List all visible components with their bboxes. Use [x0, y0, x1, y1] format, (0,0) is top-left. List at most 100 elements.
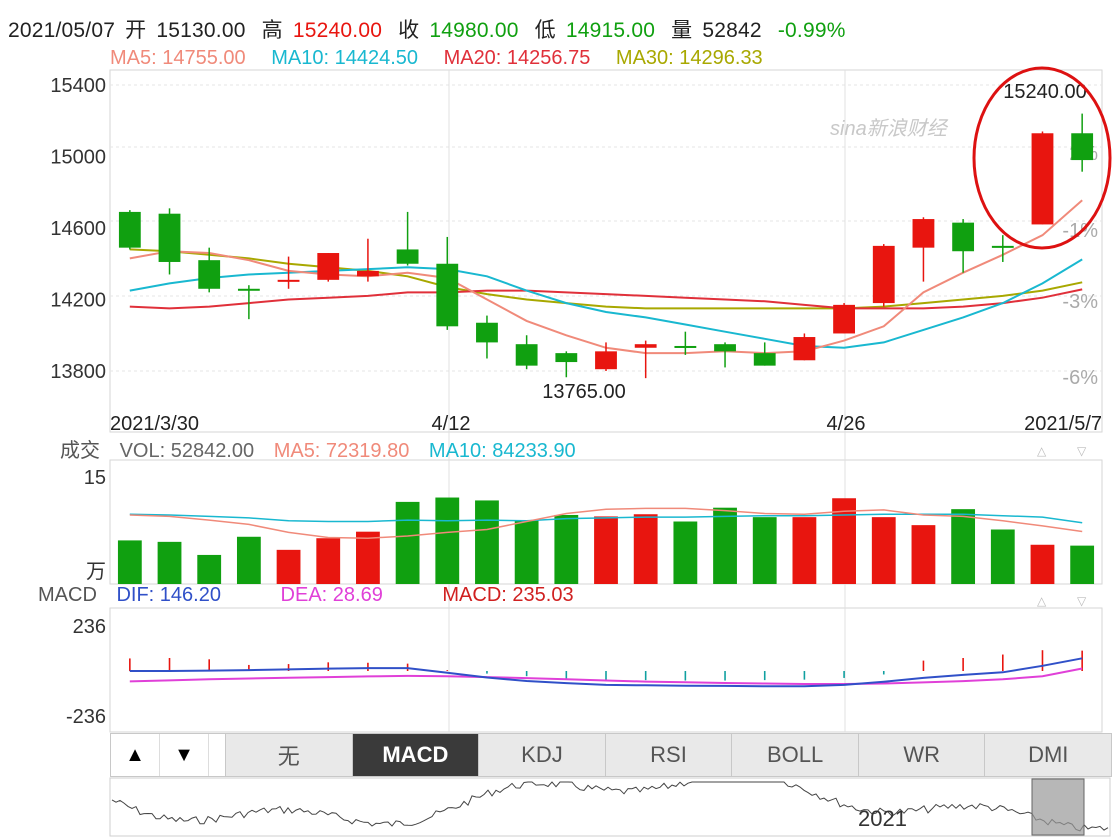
tab-wr[interactable]: WR — [857, 734, 985, 776]
down-arrow-button[interactable]: ▼ — [160, 734, 209, 776]
macd-up-triangle-icon[interactable]: △ — [1037, 594, 1047, 608]
high-value: 15240.00 — [292, 19, 383, 42]
volume-label: 量 — [671, 19, 693, 42]
price-panel-frame — [109, 69, 1103, 433]
volume-bar — [871, 517, 896, 584]
volume-unit-label: 万 — [86, 561, 106, 583]
candle-body — [476, 322, 498, 343]
volume-bar — [435, 497, 460, 584]
vol-ma5-legend: MA5: 72319.80 — [273, 440, 410, 462]
tab-kdj[interactable]: KDJ — [478, 734, 605, 776]
navigator-year: 2021 — [858, 806, 907, 831]
volume-value: 52842 — [702, 19, 762, 42]
dif-legend: DIF: 146.20 — [116, 584, 221, 606]
volume-axis: 15 万 — [84, 467, 106, 583]
candle-body — [833, 304, 855, 334]
volume-bar — [157, 541, 182, 584]
volume-bar — [197, 554, 222, 584]
navigator-handle[interactable] — [1031, 778, 1085, 836]
volume-legend: 成交 VOL: 52842.00 MA5: 72319.80 MA10: 842… — [60, 434, 590, 463]
low-annotation: 13765.00 — [542, 381, 625, 403]
volume-bar — [236, 536, 261, 584]
date-label: 2021/5/7 — [1024, 413, 1102, 435]
macd-value-legend: MACD: 235.03 — [442, 584, 574, 606]
volume-bar — [1030, 544, 1055, 584]
high-label: 高 — [261, 19, 283, 42]
volume-bar — [911, 525, 936, 584]
percent-tick-label: -6% — [1062, 367, 1098, 389]
volume-bar — [276, 549, 301, 584]
candle-body — [396, 249, 419, 264]
volume-bars — [117, 497, 1095, 584]
ma20-legend: MA20: 14256.75 — [443, 47, 591, 69]
macd-down-triangle-icon[interactable]: ▽ — [1077, 594, 1087, 608]
indicator-toolbar: ▲ ▼ 无 MACD KDJ RSI BOLL WR DMI — [110, 733, 1112, 777]
date-label: 4/26 — [827, 413, 866, 435]
candle-body — [1031, 133, 1054, 225]
tab-macd[interactable]: MACD — [351, 734, 479, 776]
macd-tick-label: 236 — [73, 616, 106, 638]
volume-bar — [633, 514, 658, 584]
date-label: 2021/3/30 — [110, 413, 199, 435]
volume-ma-lines — [129, 507, 1083, 539]
candle-body — [714, 344, 736, 352]
candle-body — [674, 345, 697, 348]
volume-bar — [117, 540, 142, 584]
candle-body — [198, 260, 221, 289]
volume-title: 成交 — [60, 440, 100, 462]
toolbar-spacer — [209, 734, 225, 776]
volume-bar — [395, 501, 420, 584]
open-label: 开 — [125, 19, 147, 42]
volume-bar — [951, 509, 976, 584]
candle-body — [237, 288, 260, 291]
candle-body — [317, 253, 340, 280]
volume-bar — [990, 529, 1015, 584]
candle-body — [158, 213, 181, 262]
up-arrow-button[interactable]: ▲ — [111, 734, 160, 776]
candle-body — [912, 219, 935, 248]
date-label: 4/12 — [432, 413, 471, 435]
candle-body — [555, 353, 578, 363]
vol-ma5-line — [129, 507, 1083, 539]
price-tick-label: 13800 — [50, 361, 106, 383]
dea-line — [129, 667, 1083, 685]
candle-body — [793, 337, 816, 361]
volume-bar — [713, 507, 737, 584]
vol-up-triangle-icon[interactable]: △ — [1037, 444, 1047, 458]
vol-down-triangle-icon[interactable]: ▽ — [1077, 444, 1087, 458]
price-tick-label: 15000 — [50, 147, 106, 169]
volume-bar — [475, 500, 499, 584]
tab-none[interactable]: 无 — [225, 734, 352, 776]
candle-body — [991, 245, 1014, 248]
price-tick-label: 14200 — [50, 290, 106, 312]
price-axis: 15400 15000 14600 14200 13800 — [50, 75, 106, 383]
quote-date: 2021/05/07 — [8, 19, 116, 42]
macd-axis: 236 -236 — [66, 616, 106, 728]
volume-bar — [832, 498, 856, 584]
quote-header: 2021/05/07 开 15130.00 高 15240.00 收 14980… — [8, 14, 850, 44]
tab-rsi[interactable]: RSI — [604, 734, 732, 776]
macd-bars — [129, 650, 1083, 681]
percent-tick-label: -3% — [1062, 291, 1098, 313]
ma-legend: MA5: 14755.00 MA10: 14424.50 MA20: 14256… — [110, 47, 783, 70]
volume-bar — [514, 520, 539, 584]
macd-tick-label: -236 — [66, 706, 106, 728]
volume-bar — [316, 538, 341, 584]
candle-body — [515, 344, 538, 366]
volume-tick-label: 15 — [84, 467, 106, 489]
close-value: 14980.00 — [429, 19, 519, 42]
ma5-line — [129, 199, 1083, 355]
macd-panel-frame — [109, 607, 1103, 733]
high-annotation: 15240.00 — [1003, 81, 1086, 103]
volume-bar — [792, 517, 817, 584]
macd-title: MACD — [38, 584, 97, 606]
navigator-frame — [109, 777, 1111, 837]
low-value: 14915.00 — [565, 19, 656, 42]
ma10-legend: MA10: 14424.50 — [271, 47, 418, 69]
candle-body — [357, 270, 379, 277]
volume-bar — [356, 531, 380, 584]
low-label: 低 — [534, 19, 556, 42]
tab-boll[interactable]: BOLL — [731, 734, 858, 776]
candle-body — [753, 353, 776, 366]
tab-dmi[interactable]: DMI — [984, 734, 1112, 776]
